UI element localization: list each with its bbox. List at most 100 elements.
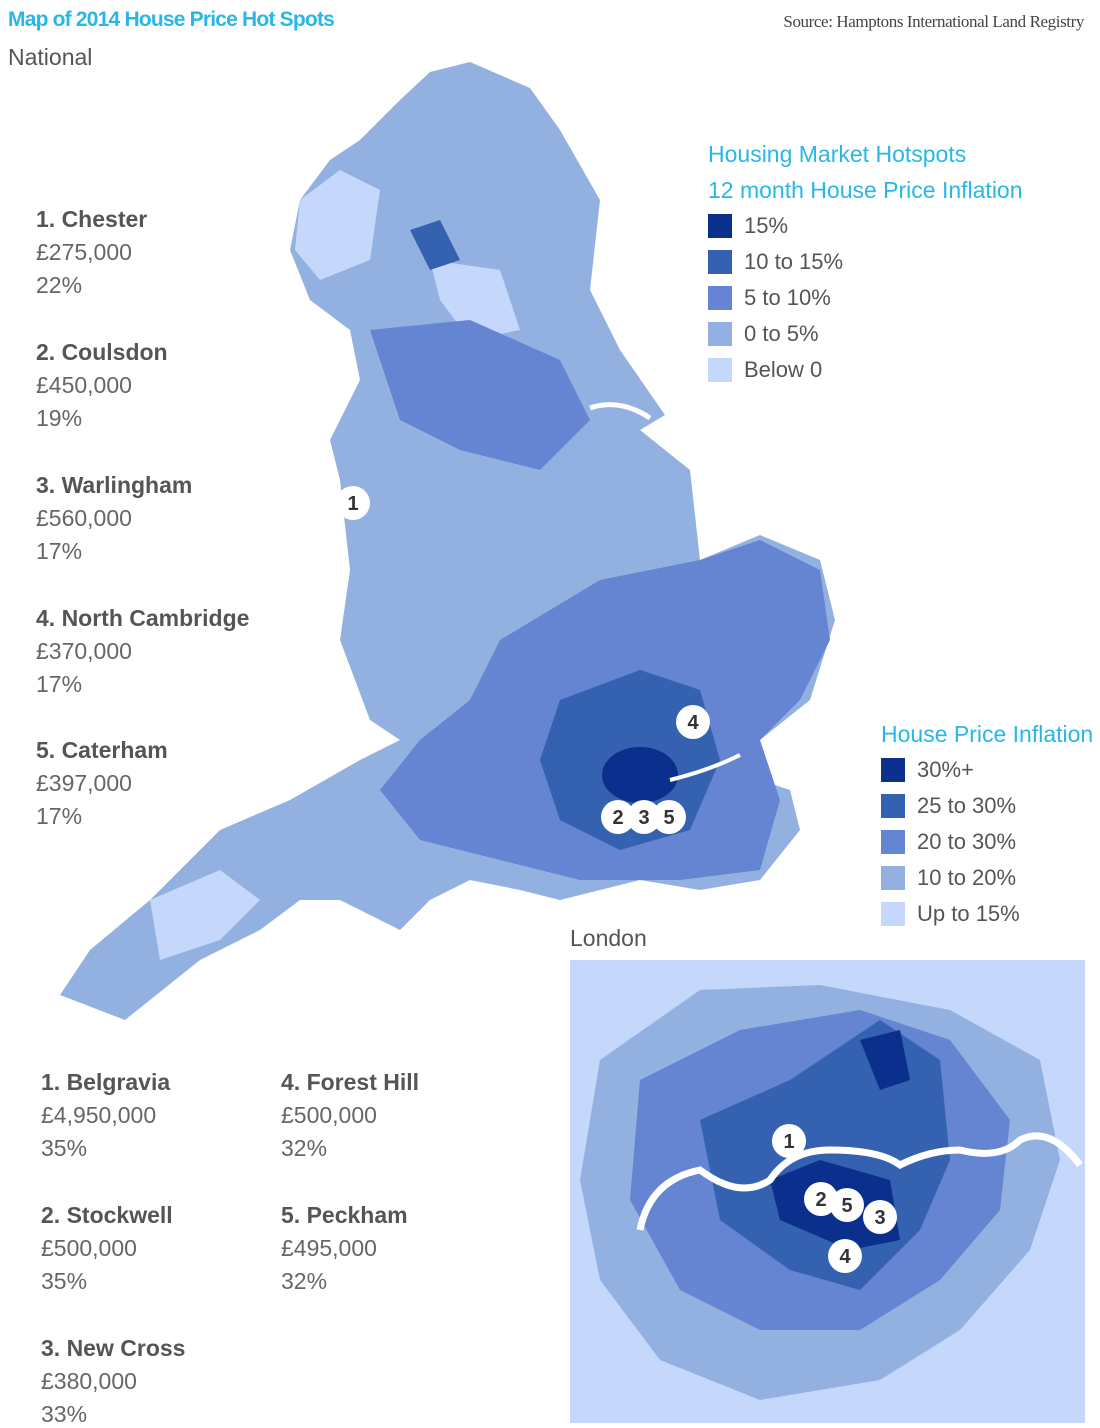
entry-price: £380,000 bbox=[41, 1368, 137, 1394]
legend-swatch bbox=[708, 358, 732, 382]
marker-belgravia[interactable]: 1 bbox=[772, 1124, 806, 1158]
legend-item: Up to 15% bbox=[881, 896, 1093, 932]
marker-warlingham[interactable]: 3 bbox=[627, 800, 661, 834]
entry-price: £4,950,000 bbox=[41, 1102, 157, 1128]
legend-item: 15% bbox=[708, 208, 1023, 244]
london-entry-1: 1. Belgravia £4,950,000 35% bbox=[41, 1066, 170, 1165]
entry-price: £370,000 bbox=[36, 638, 132, 664]
marker-north-cambridge[interactable]: 4 bbox=[676, 705, 710, 739]
entry-price: £397,000 bbox=[36, 770, 132, 796]
svg-text:5: 5 bbox=[841, 1195, 852, 1217]
marker-chester[interactable]: 1 bbox=[336, 486, 370, 520]
legend-item: 30%+ bbox=[881, 752, 1093, 788]
entry-price: £500,000 bbox=[281, 1102, 377, 1128]
marker-peckham[interactable]: 5 bbox=[830, 1188, 864, 1222]
entry-name: 4. Forest Hill bbox=[281, 1069, 420, 1095]
london-map: 1 2 5 3 4 bbox=[570, 960, 1085, 1423]
humber-estuary bbox=[589, 402, 652, 421]
national-entry-3: 3. Warlingham £560,000 17% bbox=[36, 469, 192, 568]
london-hotspot bbox=[860, 1030, 910, 1090]
national-markers: 1 2 3 5 4 bbox=[336, 486, 710, 834]
legend-item: Below 0 bbox=[708, 352, 1023, 388]
national-entry-5: 5. Caterham £397,000 17% bbox=[36, 734, 168, 833]
svg-text:4: 4 bbox=[839, 1246, 851, 1268]
marker-new-cross[interactable]: 3 bbox=[863, 1200, 897, 1234]
svg-text:5: 5 bbox=[663, 807, 674, 829]
entry-name: 2. Coulsdon bbox=[36, 339, 168, 365]
entry-name: 4. North Cambridge bbox=[36, 605, 250, 631]
legend-swatch bbox=[881, 758, 905, 782]
entry-change: 35% bbox=[41, 1268, 88, 1294]
entry-name: 5. Caterham bbox=[36, 737, 168, 763]
legend-swatch bbox=[881, 902, 905, 926]
legend-label: Below 0 bbox=[744, 357, 823, 382]
svg-text:2: 2 bbox=[815, 1189, 826, 1211]
thames-estuary bbox=[669, 753, 741, 782]
legend-label: 0 to 5% bbox=[744, 321, 819, 346]
entry-change: 32% bbox=[281, 1135, 328, 1161]
entry-price: £495,000 bbox=[281, 1235, 377, 1261]
region-10-15 bbox=[410, 220, 460, 270]
legend-item: 25 to 30% bbox=[881, 788, 1093, 824]
london-entry-3: 3. New Cross £380,000 33% bbox=[41, 1332, 185, 1428]
legend-label: 10 to 20% bbox=[917, 865, 1017, 890]
section-label-national: National bbox=[8, 44, 93, 70]
legend-item: 20 to 30% bbox=[881, 824, 1093, 860]
entry-name: 3. Warlingham bbox=[36, 472, 193, 498]
entry-change: 17% bbox=[36, 538, 83, 564]
legend-label: 30%+ bbox=[917, 757, 974, 782]
entry-name: 1. Belgravia bbox=[41, 1069, 171, 1095]
river-thames bbox=[636, 1132, 1083, 1231]
london-markers: 1 2 5 3 4 bbox=[772, 1124, 897, 1273]
marker-forest-hill[interactable]: 4 bbox=[828, 1239, 862, 1273]
entry-name: 3. New Cross bbox=[41, 1335, 186, 1361]
london-entry-5: 5. Peckham £495,000 32% bbox=[281, 1199, 408, 1298]
entry-change: 32% bbox=[281, 1268, 328, 1294]
national-entry-2: 2. Coulsdon £450,000 19% bbox=[36, 336, 168, 435]
legend-title: Housing Market Hotspots bbox=[708, 141, 967, 167]
entry-change: 17% bbox=[36, 803, 83, 829]
legend-subtitle: 12 month House Price Inflation bbox=[708, 177, 1023, 203]
page-title: Map of 2014 House Price Hot Spots bbox=[8, 8, 335, 31]
entry-price: £500,000 bbox=[41, 1235, 137, 1261]
legend-label: 5 to 10% bbox=[744, 285, 831, 310]
region-below-zero bbox=[150, 870, 260, 960]
legend-item: 10 to 20% bbox=[881, 860, 1093, 896]
legend-swatch bbox=[708, 214, 732, 238]
svg-text:3: 3 bbox=[874, 1207, 885, 1229]
legend-swatch bbox=[881, 866, 905, 890]
legend-swatch bbox=[708, 250, 732, 274]
entry-change: 33% bbox=[41, 1401, 88, 1427]
legend-label: 10 to 15% bbox=[744, 249, 844, 274]
london-entry-4: 4. Forest Hill £500,000 32% bbox=[281, 1066, 419, 1165]
marker-stockwell[interactable]: 2 bbox=[804, 1182, 838, 1216]
entry-change: 17% bbox=[36, 671, 83, 697]
legend-swatch bbox=[708, 286, 732, 310]
entry-name: 5. Peckham bbox=[281, 1202, 408, 1228]
entry-change: 35% bbox=[41, 1135, 88, 1161]
legend-label: 15% bbox=[744, 213, 789, 238]
legend-title: House Price Inflation bbox=[881, 721, 1094, 747]
national-legend: Housing Market Hotspots 12 month House P… bbox=[708, 136, 1023, 388]
svg-text:1: 1 bbox=[783, 1131, 794, 1153]
london-legend: House Price Inflation 30%+ 25 to 30% 20 … bbox=[881, 716, 1093, 932]
england-map: 1 2 3 5 4 bbox=[60, 62, 835, 1020]
legend-swatch bbox=[881, 794, 905, 818]
marker-caterham[interactable]: 5 bbox=[652, 800, 686, 834]
legend-swatch bbox=[708, 322, 732, 346]
entry-change: 22% bbox=[36, 272, 83, 298]
svg-text:1: 1 bbox=[347, 493, 358, 515]
region-5-10 bbox=[370, 320, 590, 470]
entry-price: £275,000 bbox=[36, 239, 132, 265]
london-entry-2: 2. Stockwell £500,000 35% bbox=[41, 1199, 173, 1298]
legend-label: 25 to 30% bbox=[917, 793, 1017, 818]
entry-price: £560,000 bbox=[36, 505, 132, 531]
marker-coulsdon[interactable]: 2 bbox=[601, 800, 635, 834]
svg-text:4: 4 bbox=[687, 712, 699, 734]
entry-name: 1. Chester bbox=[36, 206, 148, 232]
legend-item: 5 to 10% bbox=[708, 280, 1023, 316]
source-credit: Source: Hamptons International Land Regi… bbox=[783, 12, 1084, 31]
legend-swatch bbox=[881, 830, 905, 854]
